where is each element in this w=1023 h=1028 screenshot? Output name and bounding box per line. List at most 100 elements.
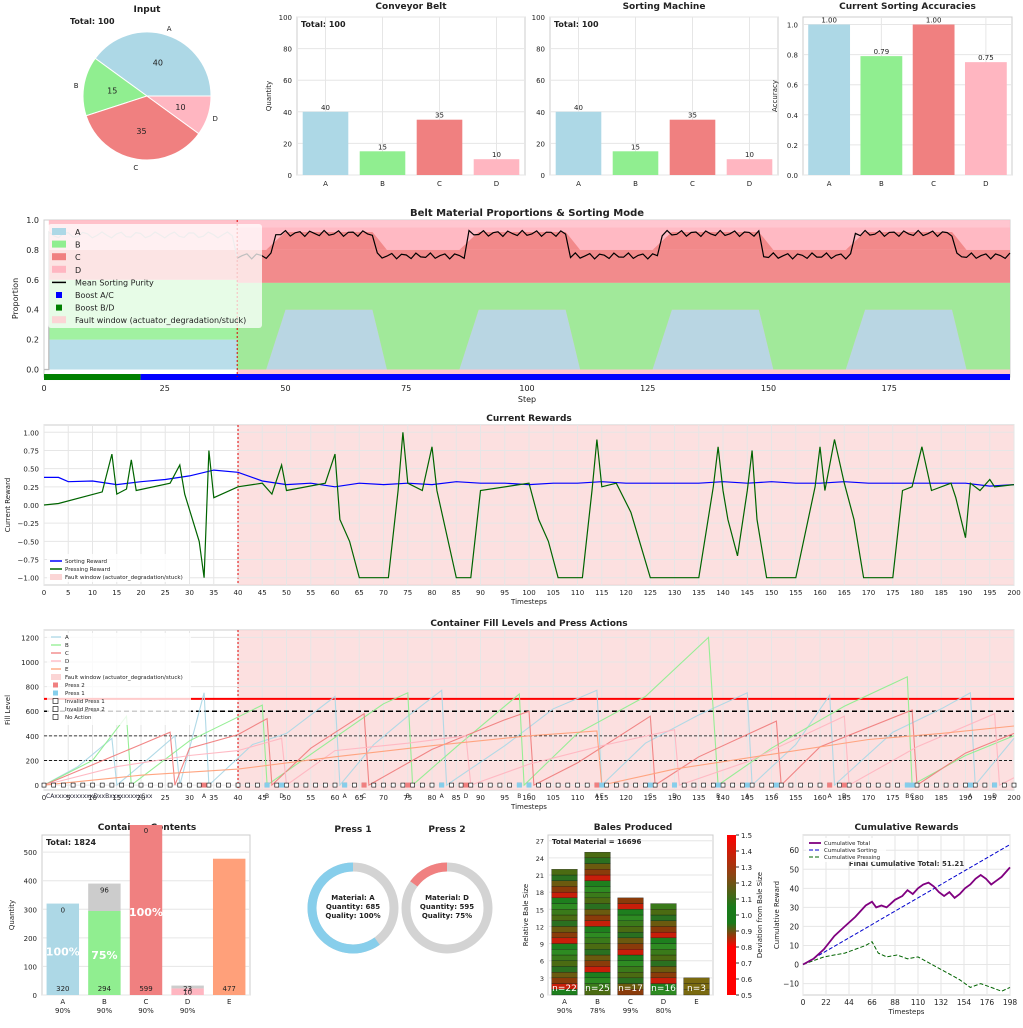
no-action-marker [274,782,280,788]
press-marker [773,782,779,788]
x-tick-label: 175 [886,589,899,597]
x-tick-label: 185 [935,794,948,802]
x-tick-label: 80 [428,589,437,597]
press-label: C [910,793,914,800]
x-axis-label: Timesteps [510,803,547,811]
press-quantity: Quantity: 685 [326,903,380,911]
legend-swatch [56,292,62,298]
legend-swatch [50,574,62,580]
total-annotation: Total: 1824 [46,838,97,847]
final-total-annotation: Final Cumulative Total: 51.21 [849,860,964,868]
no-action-marker [419,782,425,788]
press-marker [904,782,910,788]
x-tick-label: 135 [692,794,705,802]
bale-segment [584,914,611,921]
bar-correct-D [171,988,204,995]
bale-segment [551,903,578,910]
y-tick-label: 40 [789,884,799,893]
bale-segment [551,874,578,881]
press-label: B [406,793,410,800]
x-tick-label: 5 [66,794,70,802]
x-axis-label: Step [518,395,536,404]
press-marker [405,782,411,788]
no-action-marker [710,782,716,788]
bar-C [416,119,463,175]
colorbar-tick-label: 0.6 [741,976,753,984]
no-action-marker [623,782,629,788]
no-action-marker [846,782,852,788]
conveyor-bar-chart: Conveyor Belt 0 20 40 60 80 100 Quantity Total: … [265,2,526,188]
bale-segment [551,949,578,956]
bale-segment [584,869,611,876]
press-marker [992,782,998,788]
press-marker [827,782,833,788]
no-action-marker [51,782,57,788]
y-tick-label: 0.6 [26,276,39,285]
bar-value-label: 0.75 [978,54,994,62]
no-action-marker [885,782,891,788]
bale-segment [551,880,578,887]
y-tick-label: 0.8 [26,246,39,255]
y-tick-label: 40 [536,109,545,117]
no-action-marker [371,782,377,788]
legend-label: D [75,266,81,275]
bale-count: n=3 [687,984,706,994]
no-action-marker [778,782,784,788]
x-tick-label: 175 [886,794,899,802]
no-action-marker [875,782,881,788]
bar-value-label: 320 [56,985,69,993]
press-ring-fill [307,862,380,954]
y-tick-label: 0.6 [787,82,799,90]
fill-line-C [43,709,1015,787]
x-tick-label: 120 [619,794,632,802]
x-tick-label: 105 [547,794,560,802]
x-tick-label: 125 [640,384,655,393]
quality-label: 75% [91,949,117,962]
x-tick-label: 25 [160,384,170,393]
y-tick-label: −0.50 [18,538,39,546]
no-action-marker [177,782,183,788]
legend-label: Fault window (actuator_degradation/stuck… [75,316,246,325]
mean-purity-line [236,229,1011,260]
legend-label: C [75,253,81,262]
no-action-marker [924,782,930,788]
impurity-label: 10 [183,989,192,997]
x-tick-label: 0 [801,998,806,1007]
legend-label: C [65,651,69,657]
press-material: Material: A [331,894,375,902]
press-marker [715,782,721,788]
y-tick-label: 0 [794,961,799,970]
y-tick-label: 400 [24,878,37,886]
no-action-marker [914,782,920,788]
area-D [237,227,1010,250]
no-action-marker [429,782,435,788]
x-tick-label: 130 [668,794,681,802]
bale-segment [617,949,644,956]
y-tick-label: 1.0 [26,216,39,225]
fill-line-A [43,689,1015,787]
legend-label: Pressing Reward [65,567,110,573]
x-tick-label: 180 [910,589,923,597]
bar-value-label: 40 [321,104,330,112]
press-title: Press 1 [334,825,371,835]
x-tick-label: 145 [741,794,754,802]
colorbar-tick-label: 1.5 [741,832,752,840]
x-tick-label: 25 [161,794,170,802]
boost-bd-bar [44,374,141,381]
total-annotation: Total: 100 [554,20,599,29]
x-tick-label: 200 [1007,589,1020,597]
y-axis-label: Fill Level [4,695,12,725]
container-contents-chart: Container Contents0100200300400500Quanti… [8,823,251,1015]
x-sub-label: 90% [97,1007,113,1015]
no-action-marker [167,782,173,788]
chart-title: Cumulative Rewards [854,823,958,833]
no-action-marker [497,782,503,788]
x-tick-label: 30 [185,589,194,597]
x-tick-label: 170 [862,589,875,597]
slice-label: D [212,115,217,123]
x-axis-label: Timesteps [888,1008,925,1016]
bale-segment [551,954,578,961]
bar-A [302,111,349,175]
x-tick-label: 70 [379,589,388,597]
bale-segment [650,977,677,984]
